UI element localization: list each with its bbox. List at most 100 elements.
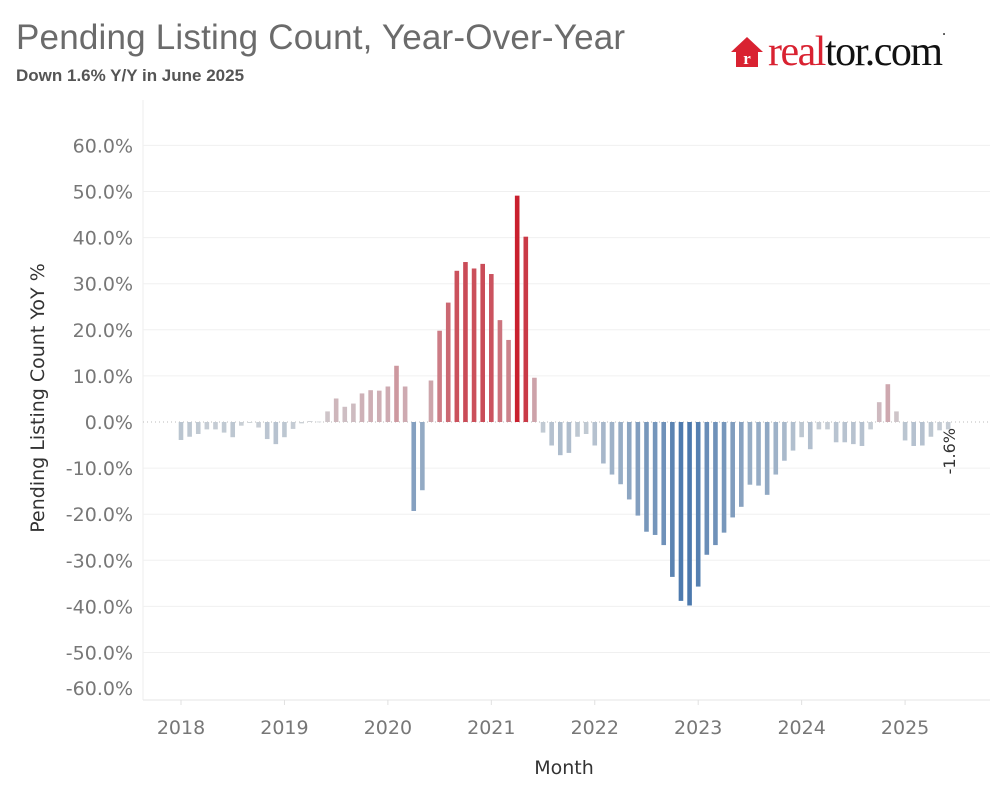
- bar: [911, 422, 916, 446]
- annotations: -1.6%: [940, 428, 959, 474]
- bar: [204, 422, 210, 430]
- bar: [351, 403, 356, 422]
- bar: [187, 422, 192, 437]
- y-tick-label: -10.0%: [66, 458, 133, 480]
- bar: [859, 422, 865, 446]
- bar: [230, 422, 236, 438]
- bar: [661, 422, 667, 546]
- x-tick-label: 2023: [674, 717, 722, 739]
- y-tick-label: 40.0%: [73, 228, 133, 250]
- bar: [489, 274, 494, 422]
- y-axis-ticks: 60.0% 50.0% 40.0% 30.0% 20.0% 10.0% 0.0% -10.0%…: [66, 135, 133, 700]
- bar: [342, 406, 348, 422]
- bar: [437, 330, 442, 422]
- bar: [506, 339, 511, 422]
- bar: [868, 422, 873, 430]
- bar: [256, 422, 261, 428]
- x-tick-label: 2020: [364, 717, 412, 739]
- bar: [333, 398, 339, 422]
- bar: [239, 422, 244, 426]
- bar: [721, 422, 727, 533]
- bar: [411, 422, 417, 511]
- y-tick-label: 20.0%: [73, 320, 133, 342]
- bar: [325, 411, 330, 422]
- y-axis-title: Pending Listing Count YoY %: [27, 263, 49, 533]
- bar: [618, 422, 623, 485]
- bar: [575, 422, 580, 437]
- bar: [764, 422, 770, 495]
- y-tick-label: 60.0%: [73, 135, 133, 157]
- bar: [557, 422, 563, 456]
- bar: [816, 422, 822, 430]
- bar: [402, 386, 408, 422]
- bar: [497, 320, 503, 422]
- x-tick-label: 2021: [467, 717, 515, 739]
- bar: [687, 422, 692, 606]
- x-axis-ticks: 2018 2019 2020 2021 2022 2023 2024 2025: [157, 700, 929, 739]
- y-tick-label: -20.0%: [66, 504, 133, 526]
- bar: [273, 422, 279, 445]
- bar: [583, 422, 589, 434]
- bar: [799, 422, 804, 438]
- bar: [609, 422, 615, 475]
- bar: [540, 422, 546, 433]
- bar: [316, 421, 322, 423]
- y-tick-label: 30.0%: [73, 274, 133, 296]
- x-tick-label: 2024: [777, 717, 825, 739]
- bar: [566, 422, 572, 453]
- bar: [833, 422, 839, 443]
- bar: [445, 302, 451, 422]
- bar: [670, 422, 675, 577]
- bar: [195, 422, 201, 434]
- bar: [299, 422, 304, 424]
- bar: [376, 390, 382, 422]
- bar: [221, 422, 227, 433]
- bar: [851, 422, 856, 445]
- bar: [549, 422, 554, 446]
- bar: [739, 422, 744, 507]
- bar: [842, 422, 848, 443]
- y-tick-label: 50.0%: [73, 182, 133, 204]
- bar: [282, 422, 287, 438]
- bar: [704, 422, 710, 555]
- y-tick-label: 10.0%: [73, 366, 133, 388]
- bar: [652, 422, 658, 535]
- bar: [678, 422, 684, 601]
- bar: [782, 422, 787, 461]
- bar: [454, 270, 460, 422]
- bar: [885, 384, 891, 422]
- bar: [825, 422, 830, 430]
- x-tick-label: 2019: [260, 717, 308, 739]
- bar: [213, 422, 218, 430]
- bar: [626, 422, 632, 500]
- bar: [790, 422, 796, 451]
- y-tick-label: 0.0%: [85, 412, 133, 434]
- bar: [308, 421, 313, 422]
- x-tick-label: 2018: [157, 717, 205, 739]
- bar: [428, 380, 434, 422]
- bar: [876, 402, 882, 422]
- bar: [178, 422, 184, 440]
- bar: [928, 422, 934, 437]
- bar: [747, 422, 753, 485]
- chart-title: Pending Listing Count, Year-Over-Year: [16, 18, 626, 57]
- bar: [368, 390, 373, 422]
- y-tick-label: -30.0%: [66, 550, 133, 572]
- y-tick-label: -40.0%: [66, 596, 133, 618]
- bar: [514, 195, 520, 422]
- bar: [713, 422, 718, 546]
- bar: [420, 422, 425, 491]
- chart-subtitle: Down 1.6% Y/Y in June 2025: [16, 66, 245, 85]
- bar: [635, 422, 641, 516]
- bar: [463, 262, 468, 422]
- bar: [359, 393, 365, 422]
- bar: [471, 268, 477, 422]
- bar: [807, 422, 813, 450]
- logo-real: real: [768, 29, 826, 75]
- bar: [247, 422, 253, 423]
- bar: [480, 263, 485, 422]
- x-tick-label: 2022: [571, 717, 619, 739]
- bar: [773, 422, 779, 475]
- logo-wordmark: realtor.com•: [768, 29, 946, 75]
